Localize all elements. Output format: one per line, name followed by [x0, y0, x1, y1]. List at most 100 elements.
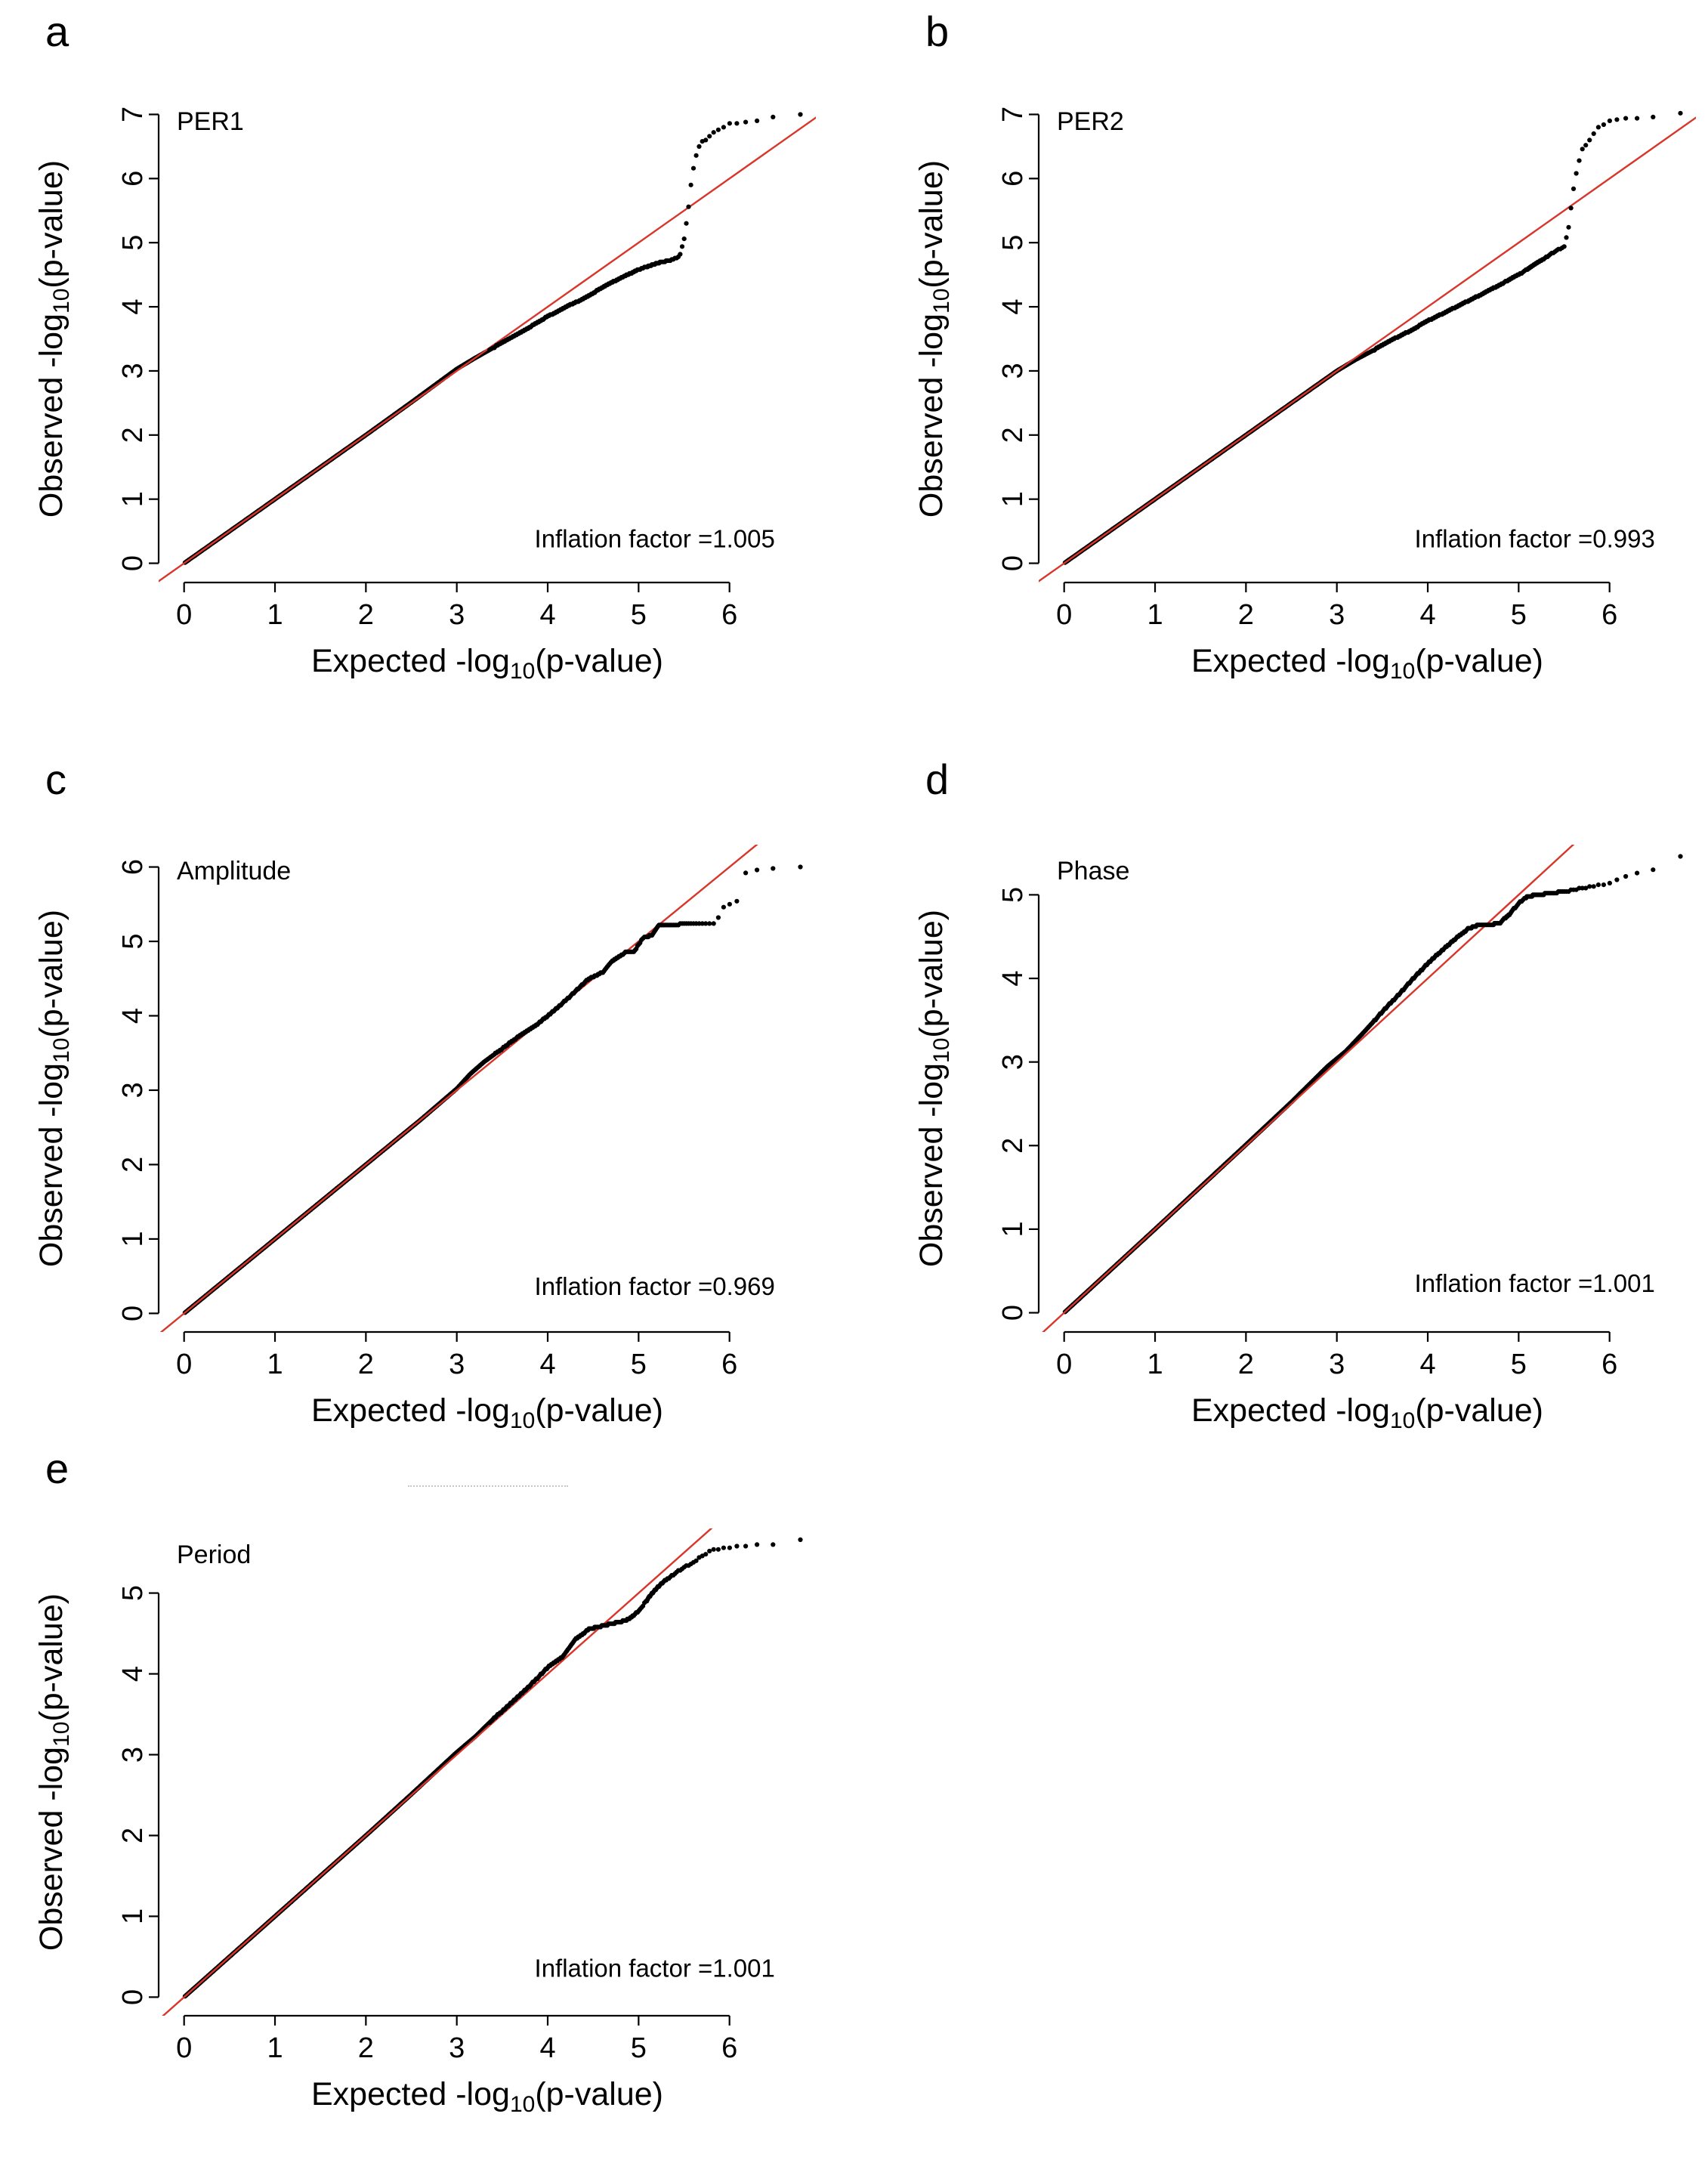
svg-text:1: 1 — [1147, 599, 1163, 631]
svg-text:3: 3 — [1329, 599, 1345, 631]
svg-text:1: 1 — [267, 599, 283, 631]
x-axis-title: Expected -log10(p-value) — [1191, 1392, 1543, 1433]
inflation-factor-label: Inflation factor =0.993 — [1415, 524, 1655, 552]
svg-text:2: 2 — [1238, 599, 1254, 631]
svg-text:1: 1 — [267, 1349, 283, 1380]
svg-text:5: 5 — [117, 933, 149, 949]
scan-artifact-dashes — [408, 1485, 568, 1487]
svg-text:3: 3 — [117, 1082, 149, 1098]
qq-panel-a: 0 1 2 3 4 5 6 0 1 2 3 4 5 6 7 Expected -log10(p-value) O… — [30, 6, 855, 724]
panel-title: PER1 — [177, 107, 244, 136]
svg-text:3: 3 — [117, 363, 149, 379]
svg-text:1: 1 — [267, 2032, 283, 2064]
svg-text:3: 3 — [449, 599, 465, 631]
x-axis-title: Expected -log10(p-value) — [1191, 643, 1543, 684]
svg-text:3: 3 — [1329, 1349, 1345, 1380]
svg-text:2: 2 — [358, 1349, 374, 1380]
svg-text:6: 6 — [721, 2032, 737, 2064]
panel-letter-b: b — [925, 8, 950, 55]
svg-text:4: 4 — [997, 298, 1029, 314]
svg-text:0: 0 — [997, 1305, 1029, 1321]
y-axis-title: Observed -log10(p-value) — [33, 1593, 74, 1951]
svg-text:4: 4 — [539, 2032, 555, 2064]
axes — [149, 113, 730, 592]
qq-plot-b: 0 1 2 3 4 5 6 0 1 2 3 4 5 6 7 Expected -log10(p-value) O… — [913, 107, 1696, 684]
svg-text:5: 5 — [1511, 1349, 1527, 1380]
axes — [149, 1592, 730, 2026]
svg-text:5: 5 — [1511, 599, 1527, 631]
svg-text:2: 2 — [358, 599, 374, 631]
data-points-tail — [487, 112, 803, 353]
identity-line — [1042, 845, 1575, 1332]
svg-text:7: 7 — [117, 107, 149, 122]
data-points-dense — [1062, 351, 1371, 565]
inflation-factor-label: Inflation factor =1.005 — [535, 524, 775, 552]
y-axis-title: Observed -log10(p-value) — [913, 910, 954, 1267]
qq-panel-c: 0 1 2 3 4 5 6 0 1 2 3 4 5 6 Expected -log10(p-value) Ob… — [30, 756, 855, 1473]
svg-text:1: 1 — [1147, 1349, 1163, 1380]
qq-plot-a: 0 1 2 3 4 5 6 0 1 2 3 4 5 6 7 Expected -log10(p-value) O… — [33, 107, 816, 684]
panel-title: Period — [177, 1540, 251, 1569]
svg-text:3: 3 — [449, 1349, 465, 1380]
svg-text:4: 4 — [117, 1666, 149, 1682]
data-points-tail — [487, 1537, 803, 1726]
svg-text:3: 3 — [997, 1054, 1029, 1070]
svg-text:0: 0 — [117, 555, 149, 571]
panel-title: Phase — [1057, 857, 1129, 885]
axes — [149, 866, 730, 1342]
tick-labels: 0 1 2 3 4 5 6 0 1 2 3 4 5 6 7 — [997, 107, 1617, 631]
identity-line — [159, 116, 816, 583]
tick-labels: 0 1 2 3 4 5 6 0 1 2 3 4 5 — [997, 887, 1617, 1380]
svg-text:2: 2 — [117, 1828, 149, 1843]
svg-text:4: 4 — [539, 599, 555, 631]
svg-text:4: 4 — [1419, 1349, 1435, 1380]
panel-letter-d: d — [925, 756, 950, 803]
svg-text:3: 3 — [449, 2032, 465, 2064]
svg-text:3: 3 — [997, 363, 1029, 379]
panel-letter-a: a — [45, 8, 69, 55]
svg-text:4: 4 — [1419, 599, 1435, 631]
svg-text:4: 4 — [997, 970, 1029, 986]
x-axis-title: Expected -log10(p-value) — [311, 1392, 663, 1433]
qq-plot-d: 0 1 2 3 4 5 6 0 1 2 3 4 5 Expected -log10(p-value) Obs… — [913, 845, 1683, 1433]
panel-title: PER2 — [1057, 107, 1124, 136]
tick-labels: 0 1 2 3 4 5 6 0 1 2 3 4 5 6 — [117, 859, 737, 1380]
svg-text:6: 6 — [721, 1349, 737, 1380]
svg-text:4: 4 — [117, 1008, 149, 1024]
panel-title: Amplitude — [177, 857, 291, 885]
svg-text:2: 2 — [1238, 1349, 1254, 1380]
identity-line — [1039, 116, 1696, 583]
svg-text:6: 6 — [117, 859, 149, 875]
inflation-factor-label: Inflation factor =1.001 — [535, 1955, 775, 1982]
qq-panel-e: 0 1 2 3 4 5 6 0 1 2 3 4 5 Expected -log10(p-value) Obs… — [30, 1439, 855, 2157]
data-points-tail — [1367, 110, 1683, 355]
data-points-tail — [487, 864, 803, 1061]
x-axis-title: Expected -log10(p-value) — [311, 643, 663, 684]
x-axis-title: Expected -log10(p-value) — [311, 2076, 663, 2117]
svg-text:0: 0 — [176, 2032, 192, 2064]
y-axis-title: Observed -log10(p-value) — [33, 160, 74, 518]
qq-plot-e: 0 1 2 3 4 5 6 0 1 2 3 4 5 Expected -log10(p-value) Obs… — [33, 1528, 803, 2117]
svg-text:2: 2 — [358, 2032, 374, 2064]
svg-text:0: 0 — [997, 555, 1029, 571]
svg-text:3: 3 — [117, 1747, 149, 1763]
svg-text:6: 6 — [1601, 599, 1617, 631]
svg-text:6: 6 — [997, 171, 1029, 187]
y-axis-title: Observed -log10(p-value) — [913, 160, 954, 518]
svg-text:6: 6 — [721, 599, 737, 631]
svg-text:0: 0 — [176, 599, 192, 631]
svg-text:4: 4 — [539, 1349, 555, 1380]
svg-text:5: 5 — [997, 887, 1029, 903]
panel-letter-c: c — [45, 756, 66, 803]
axes — [1029, 894, 1611, 1342]
svg-text:7: 7 — [997, 107, 1029, 122]
panel-letter-e: e — [45, 1445, 69, 1492]
svg-text:5: 5 — [631, 1349, 647, 1380]
svg-text:5: 5 — [117, 235, 149, 251]
svg-text:0: 0 — [117, 1306, 149, 1321]
inflation-factor-label: Inflation factor =1.001 — [1415, 1269, 1655, 1297]
data-points-tail — [1367, 854, 1683, 1028]
svg-text:4: 4 — [117, 298, 149, 314]
svg-text:2: 2 — [997, 1138, 1029, 1154]
tick-labels: 0 1 2 3 4 5 6 0 1 2 3 4 5 — [117, 1585, 737, 2064]
